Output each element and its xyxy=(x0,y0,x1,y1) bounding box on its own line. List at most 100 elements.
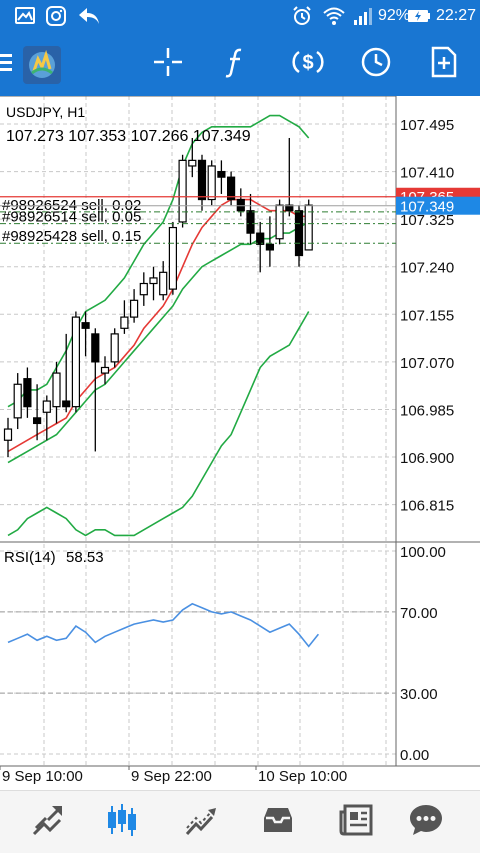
candle xyxy=(52,361,61,424)
candle-body-bearish xyxy=(23,378,32,408)
nav-trade[interactable] xyxy=(154,791,250,854)
crosshair-button[interactable] xyxy=(140,33,196,96)
candle xyxy=(81,311,90,357)
history-icon xyxy=(260,802,296,843)
candle xyxy=(71,311,81,413)
signal-icon xyxy=(352,5,374,32)
bollinger-upper-line xyxy=(7,114,310,408)
price-tick-label: 107.325 xyxy=(400,212,454,229)
rsi-tick-label: 0.00 xyxy=(400,747,429,764)
crosshair-icon xyxy=(152,46,184,83)
candle-body-bullish xyxy=(3,428,13,441)
candle-body-bullish xyxy=(52,372,61,408)
candle-body-bullish xyxy=(120,316,129,329)
candle xyxy=(91,328,100,452)
candle xyxy=(23,367,32,418)
chat-icon xyxy=(408,802,444,843)
candle xyxy=(168,221,177,295)
candle-body-bullish xyxy=(188,159,197,167)
candle-body-bullish xyxy=(178,159,187,223)
clock-time: 22:27 xyxy=(436,7,477,24)
candle xyxy=(275,199,284,245)
trade-icon: $ xyxy=(290,46,326,83)
candle-body-bullish xyxy=(13,383,22,419)
menu-button[interactable] xyxy=(0,33,20,96)
candle xyxy=(32,384,42,441)
battery-percent: 92% xyxy=(378,7,411,24)
chart-canvas[interactable]: #98926524 sell, 0.02#98926514 sell, 0.05… xyxy=(0,96,480,790)
candle-body-bearish xyxy=(81,322,90,329)
order-label: #98926514 sell, 0.05 xyxy=(2,209,141,226)
price-tick-label: 106.900 xyxy=(400,450,454,467)
candle-body-bearish xyxy=(265,243,274,251)
candle xyxy=(13,373,22,430)
timeframe-icon xyxy=(360,46,392,83)
candle xyxy=(285,137,294,217)
candle xyxy=(100,356,110,385)
bid-price-label: 107.349 xyxy=(400,199,454,216)
candle-body-bearish xyxy=(246,210,255,234)
candle xyxy=(62,333,71,413)
candle-body-bullish xyxy=(275,204,284,240)
indicators-button[interactable] xyxy=(208,33,264,96)
candle-body-bullish xyxy=(149,277,158,285)
candle xyxy=(265,216,274,267)
chart-area[interactable]: #98926524 sell, 0.02 #98926514 sell, 0.05… xyxy=(0,96,480,790)
candle-body-bearish xyxy=(256,232,265,245)
candle xyxy=(188,137,197,178)
price-tick-label: 106.985 xyxy=(400,402,454,419)
rsi-line xyxy=(7,602,320,648)
price-tick-label: 107.240 xyxy=(400,260,454,277)
back-arrow-icon xyxy=(77,5,101,32)
ohlc-values-label: 107.273 107.353 107.266 107.349 xyxy=(6,128,251,145)
candle xyxy=(227,171,236,206)
rsi-title-label: RSI(14) xyxy=(4,549,56,566)
nav-history[interactable] xyxy=(230,791,326,854)
nav-charts[interactable] xyxy=(74,791,170,854)
app-toolbar: $ xyxy=(0,33,480,96)
quotes-icon xyxy=(30,802,66,843)
price-tick-label: 107.410 xyxy=(400,165,454,182)
gallery-icon xyxy=(14,5,36,32)
bid-price-tag xyxy=(396,196,480,215)
charts-icon xyxy=(104,802,140,843)
metatrader-logo xyxy=(16,33,68,96)
add-object-button[interactable] xyxy=(416,33,472,96)
trade-button[interactable]: $ xyxy=(280,33,336,96)
price-tick-label: 107.495 xyxy=(400,117,454,134)
candle xyxy=(3,417,13,458)
candle-body-bullish xyxy=(304,204,313,251)
candle xyxy=(304,199,313,251)
candle-body-bullish xyxy=(159,271,168,296)
status-bar: 92% 22:27 xyxy=(0,0,480,33)
candle xyxy=(197,154,207,211)
candle-body-bearish xyxy=(227,176,236,201)
candle-body-bearish xyxy=(217,170,226,178)
candle xyxy=(159,261,168,301)
chart-symbol-label: USDJPY, H1 xyxy=(6,104,85,120)
nav-news[interactable] xyxy=(308,791,404,854)
battery-charging-icon xyxy=(407,5,431,32)
price-tick-label: 107.070 xyxy=(400,355,454,372)
menu-icon xyxy=(0,51,14,78)
candle-body-bearish xyxy=(294,210,304,257)
time-tick-label: 9 Sep 22:00 xyxy=(131,768,212,785)
candle-body-bullish xyxy=(207,165,216,201)
candle-body-bearish xyxy=(236,198,245,212)
candle xyxy=(120,300,129,334)
news-icon xyxy=(338,802,374,843)
rsi-tick-label: 30.00 xyxy=(400,686,438,703)
candle xyxy=(217,160,226,194)
time-tick-label: 9 Sep 10:00 xyxy=(2,768,83,785)
candle-body-bullish xyxy=(71,316,81,408)
candle xyxy=(149,266,158,301)
candle-body-bearish xyxy=(32,417,42,425)
price-tick-label: 106.815 xyxy=(400,498,454,515)
nav-chat[interactable] xyxy=(378,791,474,854)
candle-body-bullish xyxy=(100,366,110,374)
nav-quotes[interactable] xyxy=(0,791,96,854)
bollinger-middle-line xyxy=(7,221,310,464)
candle xyxy=(246,193,255,245)
timeframe-button[interactable] xyxy=(348,33,404,96)
bollinger-lower-line xyxy=(7,311,310,537)
